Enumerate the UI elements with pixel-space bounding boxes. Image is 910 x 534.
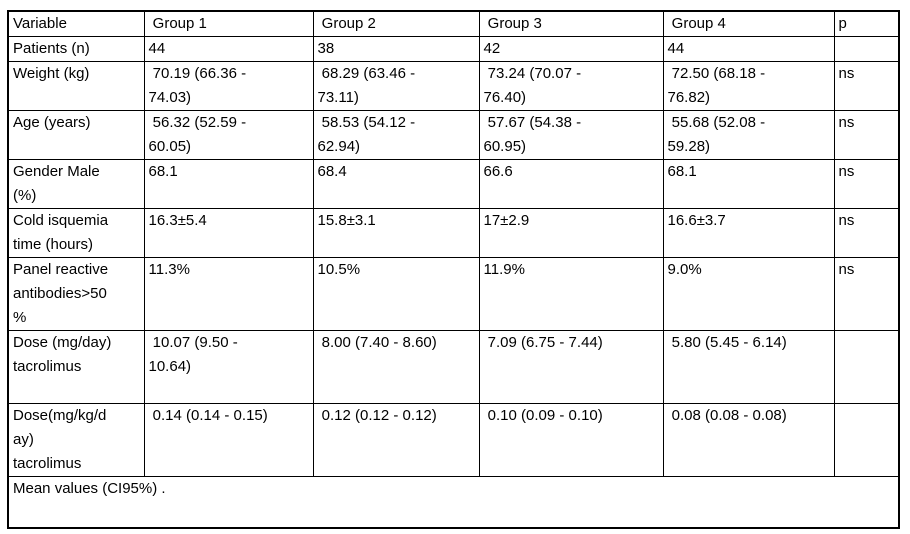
- table-row-panel-reactive: Panel reactive antibodies>50 % 11.3% 10.…: [7, 257, 900, 331]
- table-row-dose-mg-day: Dose (mg/day) tacrolimus 10.07 (9.50 - 1…: [7, 330, 900, 404]
- row-label: Gender Male (%): [7, 159, 145, 209]
- column-header-variable: Variable: [7, 10, 145, 37]
- cell-group2: 0.12 (0.12 - 0.12): [312, 403, 480, 477]
- cell-group2: 68.4: [312, 159, 480, 209]
- table-row-weight: Weight (kg) 70.19 (66.36 - 74.03) 68.29 …: [7, 61, 900, 111]
- study-table-container: Variable Group 1 Group 2 Group 3 Group 4…: [7, 10, 900, 529]
- table-row-age: Age (years) 56.32 (52.59 - 60.05) 58.53 …: [7, 110, 900, 160]
- cell-group3: 11.9%: [478, 257, 664, 331]
- cell-group1: 0.14 (0.14 - 0.15): [143, 403, 314, 477]
- cell-p: [833, 403, 900, 477]
- row-label: Panel reactive antibodies>50 %: [7, 257, 145, 331]
- cell-group1: 16.3±5.4: [143, 208, 314, 258]
- cell-group2: 58.53 (54.12 - 62.94): [312, 110, 480, 160]
- cell-group1: 11.3%: [143, 257, 314, 331]
- footnote-row: Mean values (CI95%) .: [7, 476, 900, 528]
- cell-group3: 57.67 (54.38 - 60.95): [478, 110, 664, 160]
- cell-group3: 73.24 (70.07 - 76.40): [478, 61, 664, 111]
- cell-group2: 10.5%: [312, 257, 480, 331]
- cell-group1: 56.32 (52.59 - 60.05): [143, 110, 314, 160]
- cell-group3: 66.6: [478, 159, 664, 209]
- cell-group3: 42: [478, 36, 664, 62]
- table-row-cold-isquemia: Cold isquemia time (hours) 16.3±5.4 15.8…: [7, 208, 900, 258]
- cell-group2: 68.29 (63.46 - 73.11): [312, 61, 480, 111]
- cell-group4: 72.50 (68.18 - 76.82): [662, 61, 835, 111]
- cell-group4: 0.08 (0.08 - 0.08): [662, 403, 835, 477]
- column-header-group2: Group 2: [312, 10, 480, 37]
- cell-p: ns: [833, 61, 900, 111]
- table-row-patients: Patients (n) 44 38 42 44: [7, 36, 900, 62]
- table-footnote: Mean values (CI95%) .: [7, 476, 900, 528]
- row-label: Age (years): [7, 110, 145, 160]
- cell-group3: 0.10 (0.09 - 0.10): [478, 403, 664, 477]
- column-header-group4: Group 4: [662, 10, 835, 37]
- cell-group1: 68.1: [143, 159, 314, 209]
- cell-group2: 8.00 (7.40 - 8.60): [312, 330, 480, 404]
- cell-p: ns: [833, 208, 900, 258]
- cell-group1: 44: [143, 36, 314, 62]
- cell-group4: 55.68 (52.08 - 59.28): [662, 110, 835, 160]
- cell-group4: 5.80 (5.45 - 6.14): [662, 330, 835, 404]
- cell-p: ns: [833, 257, 900, 331]
- cell-group2: 15.8±3.1: [312, 208, 480, 258]
- cell-group1: 70.19 (66.36 - 74.03): [143, 61, 314, 111]
- row-label: Patients (n): [7, 36, 145, 62]
- cell-p: [833, 330, 900, 404]
- cell-group2: 38: [312, 36, 480, 62]
- cell-group4: 44: [662, 36, 835, 62]
- row-label: Dose (mg/day) tacrolimus: [7, 330, 145, 404]
- cell-p: ns: [833, 159, 900, 209]
- table-row-gender: Gender Male (%) 68.1 68.4 66.6 68.1 ns: [7, 159, 900, 209]
- cell-group3: 7.09 (6.75 - 7.44): [478, 330, 664, 404]
- cell-group3: 17±2.9: [478, 208, 664, 258]
- table-row-dose-mg-kg-day: Dose(mg/kg/d ay) tacrolimus 0.14 (0.14 -…: [7, 403, 900, 477]
- cell-p: [833, 36, 900, 62]
- header-row: Variable Group 1 Group 2 Group 3 Group 4…: [7, 10, 900, 37]
- cell-group4: 68.1: [662, 159, 835, 209]
- cell-group4: 9.0%: [662, 257, 835, 331]
- patient-groups-table: Variable Group 1 Group 2 Group 3 Group 4…: [7, 10, 900, 529]
- row-label: Dose(mg/kg/d ay) tacrolimus: [7, 403, 145, 477]
- column-header-group3: Group 3: [478, 10, 664, 37]
- cell-group4: 16.6±3.7: [662, 208, 835, 258]
- row-label: Weight (kg): [7, 61, 145, 111]
- cell-group1: 10.07 (9.50 - 10.64): [143, 330, 314, 404]
- cell-p: ns: [833, 110, 900, 160]
- row-label: Cold isquemia time (hours): [7, 208, 145, 258]
- column-header-p: p: [833, 10, 900, 37]
- column-header-group1: Group 1: [143, 10, 314, 37]
